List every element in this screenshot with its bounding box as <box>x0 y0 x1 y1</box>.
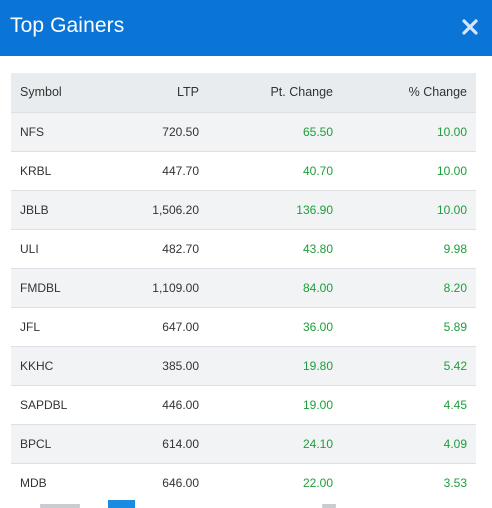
cell-ltp: 720.50 <box>162 124 199 139</box>
column-header-pt-change[interactable]: Pt. Change <box>270 85 333 100</box>
cell-ltp: 446.00 <box>162 397 199 412</box>
cell-symbol[interactable]: SAPDBL <box>20 397 68 412</box>
table-row[interactable]: KRBL 447.70 40.70 10.00 <box>11 151 476 190</box>
cell-symbol[interactable]: MDB <box>20 475 47 490</box>
table-row[interactable]: ULI 482.70 43.80 9.98 <box>11 229 476 268</box>
cell-ltp: 1,506.20 <box>152 202 199 217</box>
cell-pt-change: 19.80 <box>302 358 333 373</box>
close-icon <box>462 19 478 35</box>
cell-pct-change: 10.00 <box>436 202 467 217</box>
cell-pct-change: 10.00 <box>436 124 467 139</box>
cell-pct-change: 4.09 <box>443 436 467 451</box>
cell-ltp: 647.00 <box>162 319 199 334</box>
cell-symbol[interactable]: KKHC <box>20 358 54 373</box>
modal-header: Top Gainers <box>0 0 492 56</box>
cell-pt-change: 22.00 <box>302 475 333 490</box>
close-button[interactable] <box>460 17 480 37</box>
cell-symbol[interactable]: NFS <box>20 124 44 139</box>
cell-pt-change: 84.00 <box>302 280 333 295</box>
table-row[interactable]: BPCL 614.00 24.10 4.09 <box>11 424 476 463</box>
cell-pct-change: 8.20 <box>443 280 467 295</box>
pagination-current-page[interactable] <box>108 500 135 508</box>
table-row[interactable]: JFL 647.00 36.00 5.89 <box>11 307 476 346</box>
cell-pt-change: 19.00 <box>302 397 333 412</box>
table-row[interactable]: FMDBL 1,109.00 84.00 8.20 <box>11 268 476 307</box>
cell-symbol[interactable]: JBLB <box>20 202 49 217</box>
cell-symbol[interactable]: ULI <box>20 241 39 256</box>
column-header-ltp[interactable]: LTP <box>177 85 199 100</box>
table-row[interactable]: SAPDBL 446.00 19.00 4.45 <box>11 385 476 424</box>
cell-symbol[interactable]: KRBL <box>20 163 52 178</box>
cell-ltp: 482.70 <box>162 241 199 256</box>
cell-symbol[interactable]: JFL <box>20 319 41 334</box>
cell-ltp: 447.70 <box>162 163 199 178</box>
cell-ltp: 385.00 <box>162 358 199 373</box>
cell-pt-change: 24.10 <box>302 436 333 451</box>
cell-symbol[interactable]: FMDBL <box>20 280 61 295</box>
cell-pt-change: 65.50 <box>302 124 333 139</box>
cell-pt-change: 36.00 <box>302 319 333 334</box>
cell-ltp: 1,109.00 <box>152 280 199 295</box>
gainers-table-container: Symbol LTP Pt. Change % Change NFS 720.50… <box>11 73 476 502</box>
modal-title: Top Gainers <box>10 14 125 37</box>
column-header-symbol[interactable]: Symbol <box>20 85 62 100</box>
cell-pct-change: 5.89 <box>443 319 467 334</box>
cell-pct-change: 4.45 <box>443 397 467 412</box>
column-header-pct-change[interactable]: % Change <box>408 85 467 100</box>
cell-pct-change: 9.98 <box>443 241 467 256</box>
cell-pt-change: 136.90 <box>296 202 333 217</box>
cell-pct-change: 5.42 <box>443 358 467 373</box>
cell-pct-change: 3.53 <box>443 475 467 490</box>
table-row[interactable]: JBLB 1,506.20 136.90 10.00 <box>11 190 476 229</box>
cell-symbol[interactable]: BPCL <box>20 436 52 451</box>
cell-pt-change: 40.70 <box>302 163 333 178</box>
pagination-next-hint[interactable] <box>322 504 336 508</box>
cell-pt-change: 43.80 <box>302 241 333 256</box>
table-row[interactable]: MDB 646.00 22.00 3.53 <box>11 463 476 502</box>
pagination <box>0 500 492 508</box>
table-row[interactable]: NFS 720.50 65.50 10.00 <box>11 112 476 151</box>
table-header-row: Symbol LTP Pt. Change % Change <box>11 73 476 112</box>
pagination-prev-hint[interactable] <box>40 504 80 508</box>
cell-pct-change: 10.00 <box>436 163 467 178</box>
table-row[interactable]: KKHC 385.00 19.80 5.42 <box>11 346 476 385</box>
cell-ltp: 646.00 <box>162 475 199 490</box>
cell-ltp: 614.00 <box>162 436 199 451</box>
gainers-table: Symbol LTP Pt. Change % Change NFS 720.50… <box>11 73 476 502</box>
